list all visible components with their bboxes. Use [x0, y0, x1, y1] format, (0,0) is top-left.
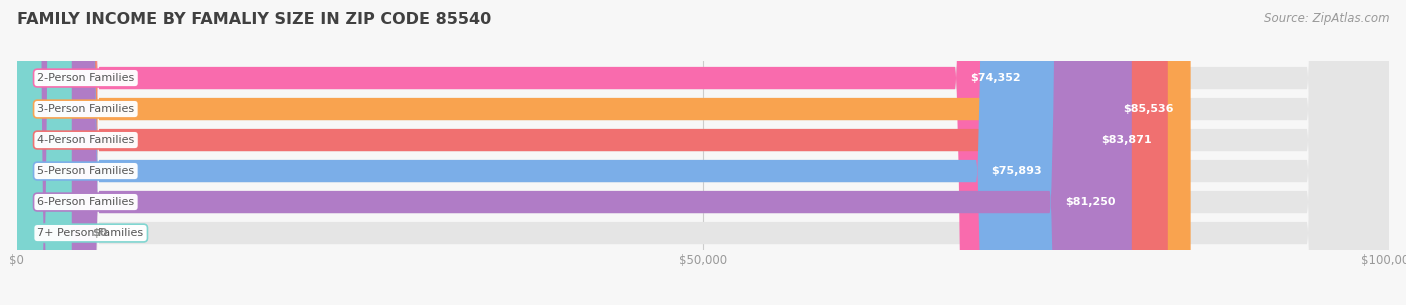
Text: $75,893: $75,893 [991, 166, 1042, 176]
Text: 5-Person Families: 5-Person Families [38, 166, 135, 176]
FancyBboxPatch shape [17, 0, 1389, 305]
Text: FAMILY INCOME BY FAMALIY SIZE IN ZIP CODE 85540: FAMILY INCOME BY FAMALIY SIZE IN ZIP COD… [17, 12, 491, 27]
FancyBboxPatch shape [17, 0, 1191, 305]
Text: $81,250: $81,250 [1064, 197, 1115, 207]
Text: $74,352: $74,352 [970, 73, 1021, 83]
Text: 3-Person Families: 3-Person Families [38, 104, 135, 114]
Text: $0: $0 [93, 228, 108, 238]
FancyBboxPatch shape [17, 0, 72, 305]
Text: 6-Person Families: 6-Person Families [38, 197, 135, 207]
FancyBboxPatch shape [17, 0, 1389, 305]
FancyBboxPatch shape [17, 0, 1059, 305]
Text: 7+ Person Families: 7+ Person Families [38, 228, 143, 238]
FancyBboxPatch shape [17, 0, 1168, 305]
FancyBboxPatch shape [17, 0, 1389, 305]
Text: 2-Person Families: 2-Person Families [38, 73, 135, 83]
FancyBboxPatch shape [17, 0, 1038, 305]
FancyBboxPatch shape [17, 0, 1389, 305]
Text: $85,536: $85,536 [1123, 104, 1174, 114]
FancyBboxPatch shape [17, 0, 1132, 305]
FancyBboxPatch shape [17, 0, 1389, 305]
Text: Source: ZipAtlas.com: Source: ZipAtlas.com [1264, 12, 1389, 25]
Text: 4-Person Families: 4-Person Families [38, 135, 135, 145]
FancyBboxPatch shape [17, 0, 1389, 305]
Text: $83,871: $83,871 [1101, 135, 1152, 145]
